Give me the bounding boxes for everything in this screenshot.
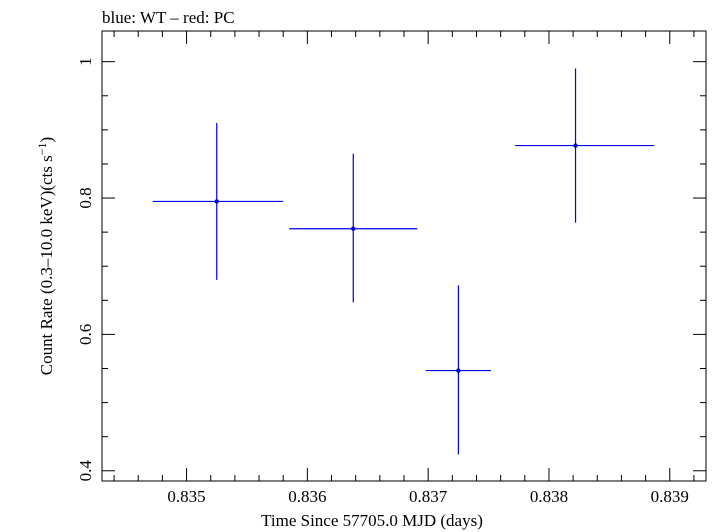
y-axis-label: Count Rate (0.3–10.0 keV)(cts s−1) <box>35 137 56 375</box>
data-marks <box>152 68 655 455</box>
axis-tick-labels: 0.835 0.836 0.837 0.838 0.839 0.4 0.6 0.8 1 <box>76 57 689 506</box>
point-marker <box>573 143 578 148</box>
y-tick-label: 0.4 <box>76 460 95 482</box>
x-tick-label: 0.835 <box>167 487 205 506</box>
point-marker <box>456 368 461 373</box>
chart-title: blue: WT – red: PC <box>102 8 235 27</box>
y-axis-label-close: ) <box>37 137 56 143</box>
y-tick-label: 0.6 <box>76 324 95 345</box>
y-tick-label: 1 <box>76 57 95 66</box>
x-tick-label: 0.837 <box>409 487 448 506</box>
data-point <box>152 123 284 280</box>
point-marker <box>351 226 356 231</box>
axis-ticks <box>102 31 706 481</box>
x-tick-label: 0.839 <box>651 487 689 506</box>
x-tick-label: 0.836 <box>288 487 326 506</box>
data-point <box>425 285 491 455</box>
y-axis-label-exponent: −1 <box>35 142 49 155</box>
point-marker <box>214 199 219 204</box>
plot-frame <box>101 30 707 482</box>
y-axis-label-main: Count Rate (0.3–10.0 keV)(cts s <box>37 155 56 375</box>
x-tick-label: 0.838 <box>530 487 568 506</box>
data-point <box>515 68 655 223</box>
data-point <box>289 153 418 303</box>
x-axis-label: Time Since 57705.0 MJD (days) <box>261 511 483 530</box>
y-tick-label: 0.8 <box>76 187 95 208</box>
